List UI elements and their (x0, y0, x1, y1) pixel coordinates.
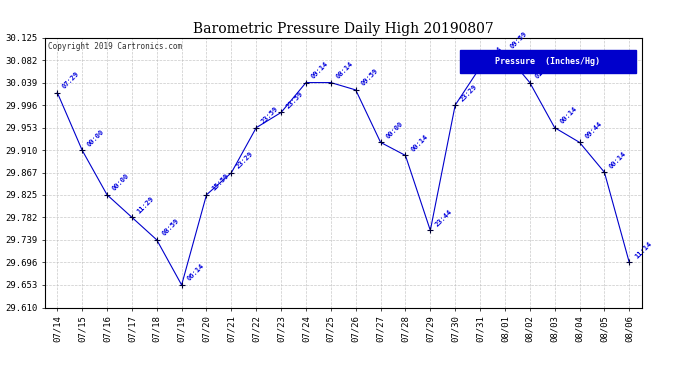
Text: 23:29: 23:29 (460, 83, 479, 102)
FancyBboxPatch shape (460, 50, 635, 73)
Text: 08:59: 08:59 (161, 218, 180, 237)
Text: 09:14: 09:14 (310, 60, 329, 80)
Text: 23:59: 23:59 (285, 90, 304, 110)
Text: 09:59: 09:59 (360, 68, 379, 87)
Text: 00:00: 00:00 (111, 173, 130, 192)
Text: 00:14: 00:14 (559, 106, 578, 125)
Text: 00:14: 00:14 (609, 150, 628, 170)
Text: 09:59: 09:59 (509, 31, 529, 50)
Text: 01:59: 01:59 (534, 60, 553, 80)
Title: Barometric Pressure Daily High 20190807: Barometric Pressure Daily High 20190807 (193, 22, 493, 36)
Text: Pressure  (Inches/Hg): Pressure (Inches/Hg) (495, 57, 600, 66)
Text: 23:44: 23:44 (435, 209, 454, 228)
Text: 11:14: 11:14 (633, 240, 653, 260)
Text: 23:59: 23:59 (260, 106, 279, 125)
Text: Copyright 2019 Cartronics.com: Copyright 2019 Cartronics.com (48, 42, 182, 51)
Text: 11:14: 11:14 (484, 45, 504, 64)
Text: 00:00: 00:00 (86, 128, 106, 147)
Text: 23:29: 23:29 (235, 151, 255, 170)
Text: 00:14: 00:14 (410, 134, 429, 153)
Text: 15:59: 15:59 (210, 173, 230, 192)
Text: 08:14: 08:14 (335, 60, 354, 80)
Text: 00:00: 00:00 (385, 120, 404, 140)
Text: 06:14: 06:14 (186, 263, 205, 282)
Text: 07:29: 07:29 (61, 70, 81, 90)
Text: 11:29: 11:29 (136, 195, 155, 214)
Text: 09:44: 09:44 (584, 120, 603, 140)
